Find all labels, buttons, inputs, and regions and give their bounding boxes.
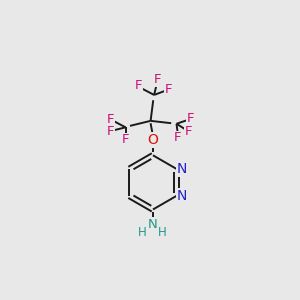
Text: H: H: [138, 226, 147, 239]
Text: F: F: [165, 82, 172, 95]
Text: F: F: [174, 131, 182, 144]
Text: F: F: [135, 79, 142, 92]
Text: F: F: [106, 125, 114, 138]
Text: N: N: [176, 162, 187, 176]
Text: H: H: [158, 226, 166, 239]
Text: F: F: [122, 133, 129, 146]
Text: F: F: [107, 112, 115, 126]
Text: N: N: [176, 189, 187, 203]
Text: N: N: [148, 218, 158, 231]
Text: O: O: [148, 133, 158, 147]
Text: F: F: [153, 73, 161, 86]
Text: F: F: [187, 112, 194, 125]
Text: F: F: [185, 125, 193, 138]
